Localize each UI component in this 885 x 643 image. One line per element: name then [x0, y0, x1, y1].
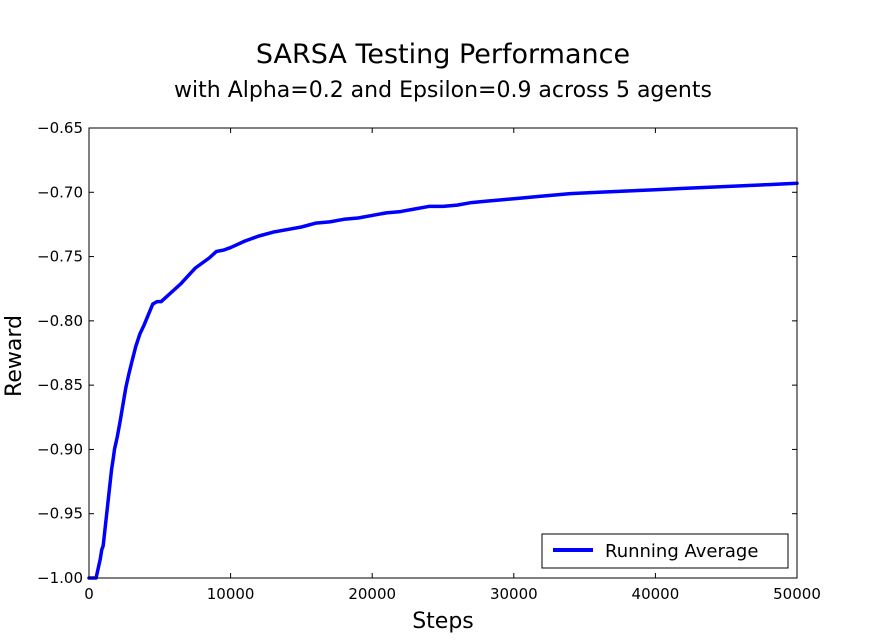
plot-area: [89, 128, 797, 578]
y-tick-label: −0.75: [37, 248, 83, 266]
tick-group: 0 10000 20000 30000 40000 50000 −1.00 −0.95 −0.9…: [37, 119, 821, 603]
y-axis-label: Reward: [2, 315, 27, 397]
y-tick-label: −0.70: [37, 183, 83, 201]
y-tick-label: −0.90: [37, 440, 83, 458]
series-line-running-average: [87, 181, 799, 580]
x-axis-label: Steps: [412, 609, 474, 634]
chart-title: SARSA Testing Performance: [256, 39, 630, 70]
legend-label: Running Average: [605, 541, 758, 562]
x-tick-label: 40000: [632, 585, 680, 603]
plot-frame: [88, 127, 798, 579]
y-tick-label: −0.85: [37, 376, 83, 394]
y-tick-label: −0.80: [37, 312, 83, 330]
y-tick-label: −1.00: [37, 569, 83, 587]
chart-subtitle: with Alpha=0.2 and Epsilon=0.9 across 5 …: [174, 78, 712, 103]
x-tick-label: 30000: [490, 585, 538, 603]
series-layer: [87, 181, 799, 580]
x-tick-label: 10000: [207, 585, 255, 603]
x-tick-label: 20000: [348, 585, 396, 603]
x-tick-label: 50000: [773, 585, 821, 603]
y-tick-label: −0.65: [37, 119, 83, 137]
legend: Running Average: [541, 533, 789, 569]
x-tick-label: 0: [84, 585, 94, 603]
y-tick-label: −0.95: [37, 505, 83, 523]
